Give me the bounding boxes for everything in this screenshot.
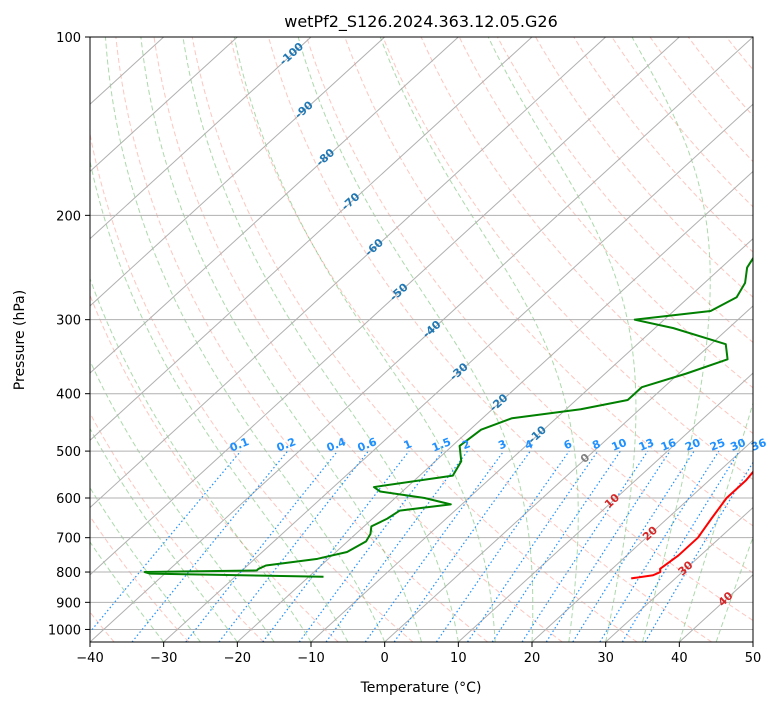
x-tick-label: 20 [524,651,541,666]
x-tick-label: −40 [76,651,103,666]
y-tick-label: 100 [56,31,81,46]
y-tick-label: 900 [56,596,81,611]
y-tick-label: 200 [56,209,81,224]
y-tick-label: 600 [56,492,81,507]
y-tick-label: 700 [56,532,81,547]
x-tick-label: −30 [150,651,177,666]
x-tick-label: −10 [297,651,324,666]
y-axis-label: Pressure (hPa) [12,290,28,390]
chart-title: wetPf2_S126.2024.363.12.05.G26 [284,12,558,32]
y-tick-label: 300 [56,314,81,329]
y-tick-label: 800 [56,566,81,581]
x-tick-label: 10 [450,651,467,666]
x-tick-label: −20 [224,651,251,666]
y-tick-label: 500 [56,445,81,460]
x-tick-label: 40 [671,651,688,666]
y-tick-label: 400 [56,388,81,403]
x-tick-label: 30 [597,651,614,666]
y-tick-label: 1000 [48,623,81,638]
x-tick-label: 50 [745,651,762,666]
x-axis-label: Temperature (°C) [360,680,482,696]
x-tick-label: 0 [381,651,389,666]
